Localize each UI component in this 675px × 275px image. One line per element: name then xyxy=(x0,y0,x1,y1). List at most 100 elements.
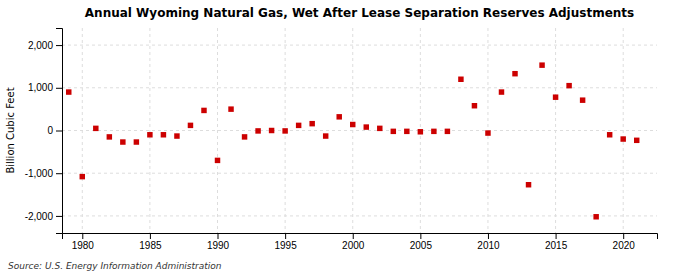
x-axis-tick: 2015 xyxy=(545,233,568,251)
point xyxy=(404,129,409,134)
point xyxy=(161,132,166,137)
x-axis-tick: 2000 xyxy=(342,233,365,251)
point xyxy=(391,129,396,134)
x-axis-tick-label: 2000 xyxy=(342,240,365,251)
x-axis-tick-mark xyxy=(218,233,219,239)
x-axis-tick-mark xyxy=(488,233,489,239)
point xyxy=(350,122,355,127)
point xyxy=(66,89,71,94)
y-axis-tick-mark xyxy=(56,131,62,132)
point xyxy=(215,158,220,163)
point xyxy=(174,133,179,138)
point xyxy=(458,77,463,82)
x-axis-tick-label: 1990 xyxy=(207,240,230,251)
point xyxy=(364,124,369,129)
x-axis-tick-label: 2005 xyxy=(410,240,433,251)
point xyxy=(120,139,125,144)
x-axis-tick-label: 2010 xyxy=(477,240,500,251)
point xyxy=(201,108,206,113)
point xyxy=(309,121,314,126)
point xyxy=(431,129,436,134)
x-axis-tick: 1990 xyxy=(207,233,230,251)
y-axis-tick-label: -1,000 xyxy=(25,168,54,179)
chart: 1980 1985 1990 1995 2000 2005 2010 2015 2020 -2,0… xyxy=(0,0,675,275)
y-axis-tick-label: -2,000 xyxy=(25,211,54,222)
point xyxy=(512,71,517,76)
y-axis-tick-label: 1,000 xyxy=(28,82,53,93)
point xyxy=(107,134,112,139)
source: Source: U.S. Energy Information Administ… xyxy=(8,261,222,271)
y-axis-tick: 2,000 xyxy=(28,40,62,51)
point xyxy=(188,123,193,128)
x-axis-tick-mark xyxy=(82,233,83,239)
x-axis-tick-label: 2015 xyxy=(545,240,568,251)
x-axis-tick: 1980 xyxy=(72,233,95,251)
y-axis-tick-label: 2,000 xyxy=(28,40,53,51)
point xyxy=(134,139,139,144)
x-axis-tick: 1985 xyxy=(139,233,162,251)
point xyxy=(445,129,450,134)
point xyxy=(269,128,274,133)
point xyxy=(593,214,598,219)
x-axis-tick-label: 1980 xyxy=(72,240,95,251)
point xyxy=(336,114,341,119)
point xyxy=(526,182,531,187)
point xyxy=(580,97,585,102)
point xyxy=(418,129,423,134)
x-grid-line xyxy=(217,28,218,233)
x-axis-tick-mark xyxy=(556,233,557,239)
x-axis-tick-mark xyxy=(285,233,286,239)
point xyxy=(553,94,558,99)
y-grid-line xyxy=(62,173,657,174)
y-axis-tick: 1,000 xyxy=(28,82,62,93)
point xyxy=(566,83,571,88)
y-axis-title: Billion Cubic Feet xyxy=(5,87,16,173)
y-axis-tick-mark xyxy=(56,173,62,174)
title: Annual Wyoming Natural Gas, Wet After Le… xyxy=(85,6,634,20)
x-axis: 1980 1985 1990 1995 2000 2005 2010 2015 2020 xyxy=(63,233,658,251)
point xyxy=(472,103,477,108)
x-axis-line xyxy=(63,234,658,240)
y-axis: -2,000 -1,000 0 1,000 2,000 xyxy=(25,29,63,234)
x-axis-tick-label: 2020 xyxy=(613,240,636,251)
y-axis-tick-mark xyxy=(56,216,62,217)
points xyxy=(66,62,639,219)
x-axis-tick-mark xyxy=(353,233,354,239)
y-axis-tick-label: 0 xyxy=(47,125,53,136)
x-axis-tick: 2020 xyxy=(613,233,636,251)
point xyxy=(634,138,639,143)
point xyxy=(620,136,625,141)
y-grid-line xyxy=(62,215,657,216)
x-axis-tick-mark xyxy=(623,233,624,239)
y-axis-line xyxy=(56,29,63,234)
point xyxy=(282,128,287,133)
point xyxy=(485,130,490,135)
x-axis-tick-label: 1995 xyxy=(275,240,298,251)
y-axis-tick: -1,000 xyxy=(25,168,62,179)
point xyxy=(93,126,98,131)
point xyxy=(323,133,328,138)
point xyxy=(499,89,504,94)
y-axis-tick: -2,000 xyxy=(25,211,62,222)
x-axis-tick-mark xyxy=(150,233,151,239)
y-grid-line xyxy=(62,130,657,131)
point xyxy=(296,123,301,128)
y-axis-tick-mark xyxy=(56,88,62,89)
point xyxy=(242,134,247,139)
x-axis-tick: 2005 xyxy=(410,233,433,251)
point xyxy=(255,128,260,133)
grid xyxy=(62,28,657,233)
point xyxy=(80,174,85,179)
y-axis-tick-mark xyxy=(56,45,62,46)
point xyxy=(539,62,544,67)
x-axis-tick: 1995 xyxy=(275,233,298,251)
y-grid-line xyxy=(62,45,657,46)
point xyxy=(377,126,382,131)
point xyxy=(228,106,233,111)
x-grid-line xyxy=(149,28,150,233)
y-axis-tick: 0 xyxy=(47,125,62,136)
x-axis-tick-label: 1985 xyxy=(139,240,162,251)
point xyxy=(147,132,152,137)
plot: 1980 1985 1990 1995 2000 2005 2010 2015 2020 -2,0… xyxy=(25,28,658,251)
point xyxy=(607,132,612,137)
